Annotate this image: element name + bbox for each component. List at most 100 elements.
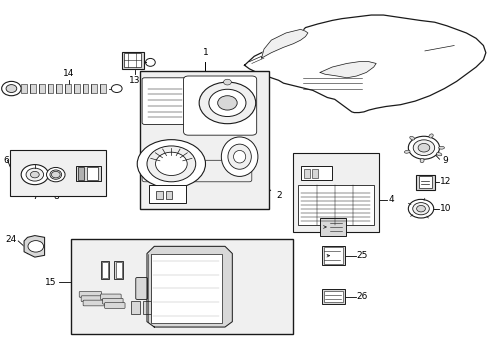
Polygon shape <box>320 62 375 78</box>
Ellipse shape <box>227 144 251 169</box>
Bar <box>321 289 344 304</box>
Text: 21: 21 <box>82 309 94 318</box>
Bar <box>311 169 317 178</box>
Text: 24: 24 <box>5 235 17 244</box>
Bar <box>122 51 143 69</box>
Ellipse shape <box>409 136 414 140</box>
Bar <box>304 169 309 178</box>
Bar <box>319 219 346 235</box>
Bar <box>149 185 185 203</box>
Text: 13: 13 <box>129 76 140 85</box>
Bar <box>47 84 53 93</box>
Circle shape <box>6 85 17 93</box>
Bar <box>140 71 268 209</box>
Bar <box>165 191 172 199</box>
Bar <box>78 167 84 180</box>
Bar <box>114 261 123 279</box>
Ellipse shape <box>111 85 122 93</box>
Text: 23: 23 <box>125 323 137 332</box>
Text: 15: 15 <box>45 278 57 287</box>
Ellipse shape <box>233 150 245 163</box>
Text: 19: 19 <box>151 267 162 276</box>
Text: 9: 9 <box>441 156 447 165</box>
Circle shape <box>217 96 237 110</box>
Bar <box>21 84 27 93</box>
Text: 20: 20 <box>146 323 157 332</box>
Circle shape <box>30 171 39 178</box>
Circle shape <box>407 136 439 159</box>
Polygon shape <box>24 235 44 257</box>
FancyBboxPatch shape <box>142 160 251 182</box>
Text: 22: 22 <box>106 309 117 318</box>
Text: 1: 1 <box>202 48 208 57</box>
Text: 2: 2 <box>276 190 281 199</box>
Text: 6: 6 <box>3 156 9 165</box>
Bar <box>101 261 109 279</box>
Text: 26: 26 <box>356 292 367 301</box>
Bar <box>30 84 36 93</box>
Text: 3: 3 <box>192 198 198 207</box>
Circle shape <box>412 203 428 215</box>
Circle shape <box>407 199 433 218</box>
Circle shape <box>412 140 434 156</box>
Text: 12: 12 <box>439 177 450 186</box>
Bar <box>324 247 342 264</box>
Text: 10: 10 <box>439 204 450 213</box>
Bar <box>82 84 88 93</box>
Ellipse shape <box>435 153 441 156</box>
Ellipse shape <box>419 158 423 163</box>
Bar <box>131 301 140 315</box>
FancyBboxPatch shape <box>142 78 188 125</box>
Ellipse shape <box>438 146 444 149</box>
Circle shape <box>51 171 60 178</box>
Ellipse shape <box>50 170 61 179</box>
Circle shape <box>1 81 21 96</box>
Bar <box>324 291 342 302</box>
Text: 4: 4 <box>387 195 393 204</box>
Bar <box>298 185 373 225</box>
FancyBboxPatch shape <box>83 300 105 306</box>
Polygon shape <box>147 246 232 327</box>
Circle shape <box>199 82 255 124</box>
Ellipse shape <box>221 137 257 176</box>
Bar <box>71 239 293 334</box>
FancyBboxPatch shape <box>183 76 256 135</box>
Bar <box>10 149 105 196</box>
Bar <box>76 166 101 181</box>
Bar <box>87 167 98 180</box>
Bar <box>74 84 80 93</box>
Ellipse shape <box>46 167 65 182</box>
Bar <box>300 166 331 180</box>
Ellipse shape <box>137 140 205 188</box>
Bar <box>156 191 162 199</box>
Ellipse shape <box>145 58 155 66</box>
Polygon shape <box>244 15 485 113</box>
Ellipse shape <box>155 152 187 176</box>
Bar <box>91 84 97 93</box>
Bar <box>418 176 431 188</box>
Text: 5: 5 <box>353 158 359 167</box>
FancyBboxPatch shape <box>104 303 125 309</box>
FancyBboxPatch shape <box>102 298 123 304</box>
Ellipse shape <box>404 150 409 153</box>
Circle shape <box>416 206 425 212</box>
Text: 7: 7 <box>32 192 38 201</box>
Text: 25: 25 <box>356 251 367 260</box>
Circle shape <box>21 165 48 185</box>
Ellipse shape <box>428 134 432 138</box>
Bar <box>56 84 62 93</box>
FancyBboxPatch shape <box>81 296 103 302</box>
Text: 8: 8 <box>53 192 59 201</box>
Text: 18: 18 <box>113 246 124 255</box>
Polygon shape <box>261 30 307 58</box>
Bar <box>124 53 141 67</box>
Bar <box>100 84 106 93</box>
Bar <box>142 301 151 315</box>
Circle shape <box>417 143 429 152</box>
Bar <box>415 175 434 190</box>
Bar <box>39 84 44 93</box>
Text: 17: 17 <box>99 246 111 255</box>
Circle shape <box>28 240 43 252</box>
Text: 11: 11 <box>356 222 367 231</box>
Bar <box>116 262 122 278</box>
